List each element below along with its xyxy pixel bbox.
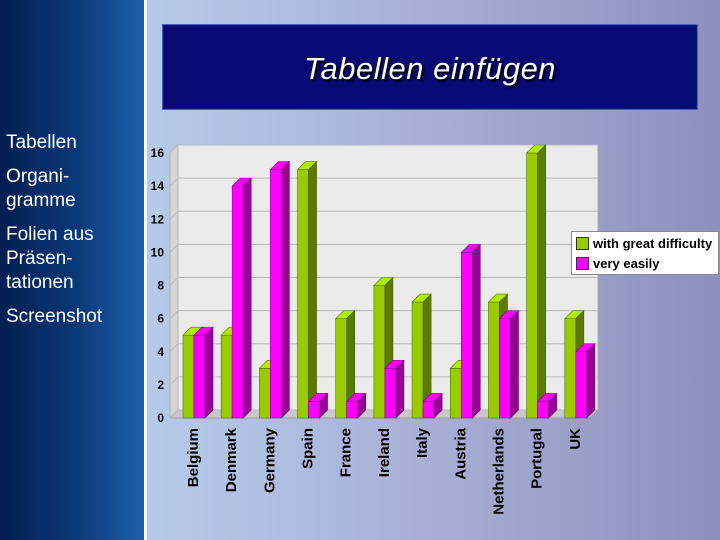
bar xyxy=(297,169,309,419)
gridline xyxy=(169,277,598,286)
bar xyxy=(575,351,588,419)
bar-side xyxy=(548,392,557,419)
bar xyxy=(335,318,348,419)
x-tick-label: Ireland xyxy=(376,428,393,477)
bar-side xyxy=(537,144,546,419)
legend-entry-easily: very easily xyxy=(576,254,660,272)
y-tick-label: 4 xyxy=(157,345,164,359)
title-box: Tabellen einfügen xyxy=(162,24,698,110)
bar-side xyxy=(357,392,367,419)
bar xyxy=(384,368,397,419)
bar-side xyxy=(281,160,290,419)
chart-legend: with great difficulty very easily xyxy=(571,231,719,275)
bar xyxy=(537,401,549,419)
bar xyxy=(308,401,320,419)
bar-side xyxy=(471,243,481,419)
x-tick-label: Netherlands xyxy=(490,428,507,515)
x-tick-label: Italy xyxy=(414,427,431,458)
y-tick-label: 2 xyxy=(157,378,164,392)
bar xyxy=(220,334,233,419)
bar-side xyxy=(319,392,328,419)
slide-sidebar: Tabellen Organi- gramme Folien aus Präse… xyxy=(0,0,147,540)
bar xyxy=(373,285,386,419)
bar xyxy=(526,152,538,419)
x-tick-label: Denmark xyxy=(223,427,240,492)
x-tick-label: Austria xyxy=(452,427,469,479)
bar-side xyxy=(242,177,252,419)
x-tick-label: UK xyxy=(567,428,584,450)
bar xyxy=(193,334,206,419)
y-tick-label: 8 xyxy=(157,279,164,293)
x-tick-label: Spain xyxy=(300,428,317,469)
bar xyxy=(564,318,577,419)
bar xyxy=(488,301,500,419)
menu-item-organigramme[interactable]: Organi- gramme xyxy=(6,166,76,211)
legend-label: very easily xyxy=(593,255,660,271)
bar xyxy=(460,252,473,419)
y-tick-label: 14 xyxy=(151,179,165,193)
menu-item-folien[interactable]: Folien aus Präsen- tationen xyxy=(6,224,94,293)
x-tick-label: Germany xyxy=(261,427,278,493)
y-tick-label: 6 xyxy=(157,312,164,326)
slide-title: Tabellen einfügen xyxy=(303,51,557,86)
legend-swatch-green xyxy=(576,236,589,250)
menu-item-tabellen[interactable]: Tabellen xyxy=(6,132,77,153)
gridline xyxy=(169,177,598,187)
gridline xyxy=(169,210,598,220)
y-tick-label: 12 xyxy=(151,212,165,226)
bar xyxy=(422,401,435,419)
bar xyxy=(231,185,244,419)
y-tick-label: 16 xyxy=(151,146,165,160)
bar xyxy=(411,301,424,419)
bar-side xyxy=(395,359,405,419)
bar-side xyxy=(308,160,317,419)
legend-swatch-magenta xyxy=(576,256,589,270)
bar-side xyxy=(510,309,519,419)
gridline xyxy=(169,144,598,154)
bar xyxy=(270,169,282,419)
legend-entry-difficulty: with great difficulty xyxy=(576,234,712,252)
gridline xyxy=(169,310,598,319)
bar-side xyxy=(433,392,443,419)
bar xyxy=(346,401,359,419)
bar-side xyxy=(204,326,214,419)
bar xyxy=(449,368,462,419)
bar xyxy=(182,334,195,419)
x-tick-label: France xyxy=(338,428,355,477)
legend-label: with great difficulty xyxy=(593,235,713,251)
bar-side xyxy=(586,343,596,419)
x-tick-label: Portugal xyxy=(529,428,546,489)
y-tick-label: 0 xyxy=(157,411,164,425)
bar xyxy=(499,318,511,419)
gridline xyxy=(169,243,598,253)
menu-item-screenshot[interactable]: Screenshot xyxy=(6,306,103,327)
menu-list: Tabellen Organi- gramme Folien aus Präse… xyxy=(6,131,142,339)
gridline xyxy=(169,343,598,353)
bar xyxy=(259,368,271,419)
y-tick-label: 10 xyxy=(151,245,165,259)
x-tick-label: Belgium xyxy=(185,428,202,487)
